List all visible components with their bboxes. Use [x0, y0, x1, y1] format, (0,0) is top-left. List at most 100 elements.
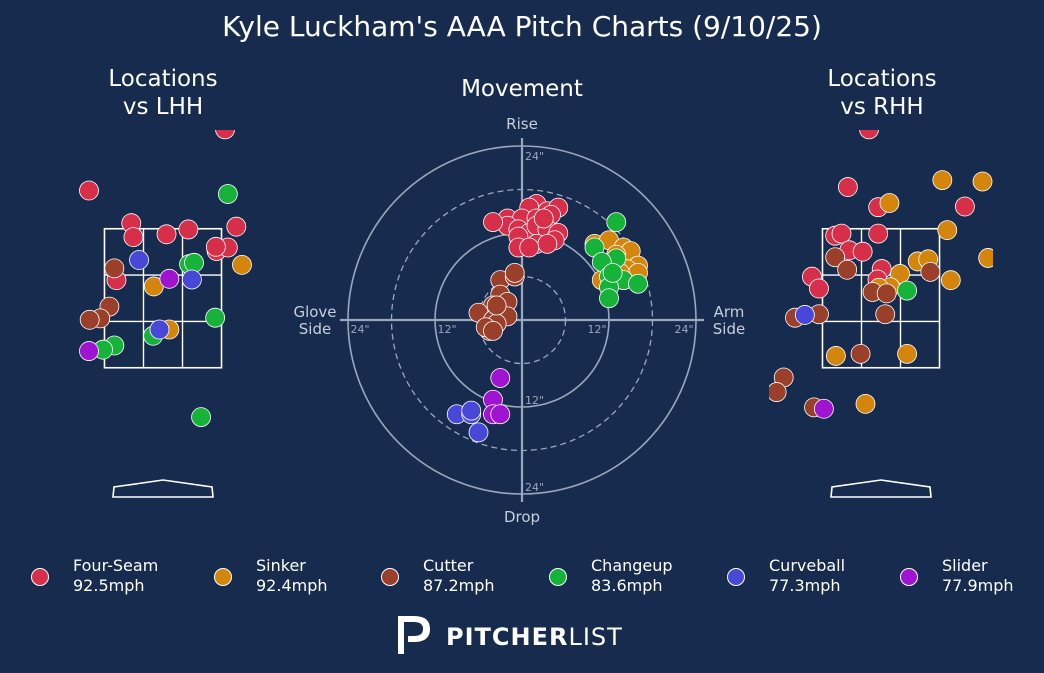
movement-point-cutter — [483, 320, 503, 341]
pitch-point-sinker — [937, 220, 958, 241]
pitch-point-cutter — [79, 309, 100, 330]
legend-swatch — [727, 568, 745, 586]
pitch-point-changeup — [184, 252, 204, 273]
pitch-point-sinker — [978, 248, 993, 268]
pitch-point-four-seam — [156, 224, 177, 245]
chart-title: Kyle Luckham's AAA Pitch Charts (9/10/25… — [222, 10, 822, 43]
pitch-point-cutter — [920, 261, 941, 282]
legend-pitch-name: Changeup — [591, 556, 673, 575]
legend-pitch-speed: 77.9mph — [942, 576, 1014, 595]
legend-pitch-name: Sinker — [256, 556, 306, 575]
pitch-point-sinker — [897, 343, 917, 364]
movement-point-changeup — [606, 212, 627, 233]
pitcherlist-wordmark: PITCHERLIST — [446, 623, 623, 651]
pitch-point-four-seam — [178, 219, 199, 240]
pitch-point-cutter — [850, 343, 871, 364]
pitch-point-four-seam — [809, 278, 829, 299]
pitch-point-sinker — [825, 346, 846, 366]
legend-pitch-speed: 83.6mph — [591, 576, 663, 595]
movement-point-changeup — [599, 288, 619, 309]
pitch-point-four-seam — [79, 180, 99, 201]
movement-point-changeup — [602, 262, 623, 283]
locations-panel-rhh — [769, 130, 993, 498]
pitch-point-sinker — [855, 393, 876, 414]
axis-label-glove-side: Side — [299, 320, 331, 338]
movement-point-four-seam — [537, 233, 558, 254]
pitch-point-changeup — [217, 184, 238, 204]
panel-title-movement: Movement — [461, 76, 583, 102]
axis-label-arm-side: Side — [713, 320, 745, 338]
movement-point-four-seam — [483, 212, 503, 233]
tick-label: 12" — [525, 394, 544, 407]
locations-panel-lhh — [79, 130, 252, 498]
pitch-point-curveball — [794, 305, 815, 325]
movement-point-cutter — [486, 295, 507, 316]
movement-point-cutter — [504, 262, 525, 283]
pitch-point-slider — [159, 268, 180, 289]
legend-pitch-name: Slider — [942, 556, 988, 575]
pitch-point-curveball — [149, 319, 170, 340]
pitch-point-slider — [813, 398, 834, 419]
pitcherlist-logo: PITCHERLIST — [394, 612, 634, 658]
legend-swatch — [31, 568, 49, 586]
legend-swatch — [381, 568, 399, 586]
pitch-point-curveball — [182, 269, 202, 290]
pitch-point-four-seam — [226, 216, 247, 237]
pitch-points-rhh — [769, 130, 993, 419]
tick-label: 24" — [525, 150, 544, 163]
legend-pitch-name: Cutter — [423, 556, 474, 575]
pitch-point-four-seam — [954, 196, 975, 217]
pitcherlist-logo-icon — [398, 616, 430, 654]
pitch-point-four-seam — [868, 223, 889, 244]
movement-point-slider — [490, 404, 511, 425]
pitch-point-cutter — [769, 382, 787, 402]
pitch-point-four-seam — [852, 241, 873, 262]
home-plate-rhh — [830, 479, 932, 498]
axis-label-rise: Rise — [506, 115, 538, 133]
pitch-point-four-seam — [859, 130, 879, 140]
pitch-point-four-seam — [831, 223, 852, 244]
movement-panel — [340, 138, 704, 502]
legend-swatch — [549, 568, 567, 586]
movement-point-slider — [490, 368, 511, 388]
legend-swatch — [900, 568, 918, 586]
movement-point-four-seam — [533, 208, 554, 229]
legend: Four-Seam 92.5mph Sinker 92.4mph Cutter 87.2m… — [0, 556, 1044, 602]
legend-swatch — [214, 568, 232, 586]
movement-points — [446, 194, 648, 443]
legend-pitch-speed: 92.5mph — [73, 576, 145, 595]
pitch-point-four-seam — [205, 236, 226, 257]
axis-label-glove-side: Glove — [293, 303, 336, 321]
pitch-point-four-seam — [837, 177, 858, 197]
pitch-point-cutter — [837, 259, 858, 280]
tick-label: 24" — [350, 323, 369, 336]
pitch-point-sinker — [232, 254, 252, 275]
pitch-point-cutter — [876, 283, 897, 304]
pitch-point-sinker — [879, 193, 900, 213]
pitch-point-sinker — [940, 270, 961, 291]
pitch-point-sinker — [932, 170, 953, 191]
home-plate-lhh — [112, 479, 214, 498]
tick-label: 24" — [525, 481, 544, 494]
pitch-point-cutter — [104, 258, 125, 279]
pitch-points-lhh — [79, 130, 252, 427]
movement-point-curveball — [461, 400, 482, 421]
panel-title-rhh: Locations vs RHH — [827, 66, 937, 120]
legend-pitch-name: Curveball — [769, 556, 846, 575]
pitch-point-cutter — [825, 247, 846, 268]
pitch-point-changeup — [191, 407, 211, 427]
legend-pitch-name: Four-Seam — [73, 556, 159, 575]
pitch-point-four-seam — [215, 130, 235, 140]
movement-point-curveball — [468, 422, 489, 443]
axis-label-drop: Drop — [504, 508, 540, 526]
movement-point-four-seam — [519, 237, 540, 258]
legend-pitch-speed: 92.4mph — [256, 576, 328, 595]
legend-pitch-speed: 87.2mph — [423, 576, 495, 595]
pitch-point-sinker — [972, 171, 993, 192]
pitch-point-changeup — [897, 280, 917, 301]
pitch-point-changeup — [205, 307, 226, 328]
movement-point-changeup — [628, 273, 648, 294]
pitch-point-four-seam — [123, 227, 144, 247]
pitch-point-curveball — [129, 250, 149, 270]
